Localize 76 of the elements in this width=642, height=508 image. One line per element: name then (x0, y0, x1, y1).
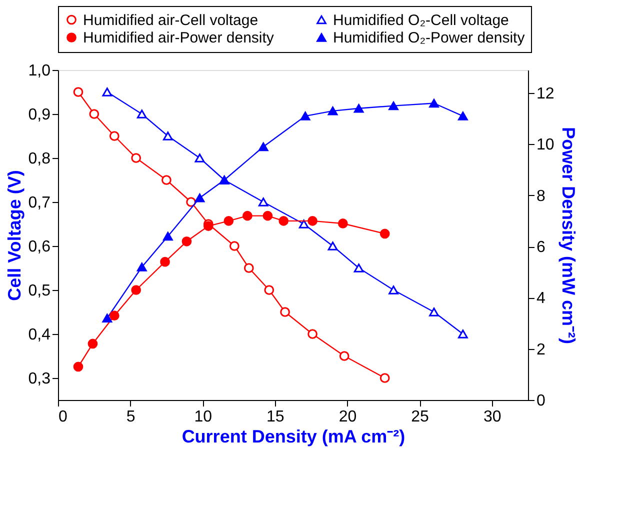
y-tick-label: 1,0 (28, 62, 51, 80)
point (308, 216, 318, 226)
point (354, 264, 364, 272)
y-tick-label: 0,4 (28, 326, 51, 344)
x-tick-label: 30 (483, 408, 502, 426)
point (300, 112, 310, 120)
y-tick-label: 0,3 (28, 370, 51, 388)
x-axis-title: Current Density (mA cm⁻²) (182, 426, 406, 446)
point (136, 110, 147, 118)
point (102, 314, 112, 323)
point (109, 310, 120, 321)
legend-label: Humidified air-Power density (83, 30, 274, 46)
point (89, 109, 100, 119)
point (308, 329, 318, 339)
point (109, 131, 120, 141)
point (458, 330, 468, 338)
point (388, 101, 398, 110)
point (429, 308, 439, 316)
legend-label: Humidified O₂-Cell voltage (333, 12, 509, 29)
x-tick-label: 0 (58, 408, 68, 426)
point (429, 98, 439, 108)
point (354, 104, 364, 113)
point (131, 285, 142, 295)
point (262, 210, 273, 221)
x-tick-label: 25 (411, 408, 430, 426)
y-axis-title: Cell Voltage (V) (4, 170, 24, 301)
y-tick-label: 0,9 (28, 106, 51, 124)
point (136, 262, 147, 272)
point (131, 153, 142, 163)
y-tick-label: 0,6 (28, 238, 51, 256)
point (328, 106, 338, 116)
y2-tick-label: 2 (536, 341, 546, 358)
point (278, 216, 289, 226)
point (258, 142, 268, 152)
point (388, 286, 398, 294)
point (73, 362, 84, 372)
x-tick-label: 15 (266, 408, 284, 426)
point (339, 351, 350, 361)
point (182, 236, 192, 246)
point (458, 112, 468, 120)
legend-label: Humidified O₂-Power density (333, 30, 526, 46)
point (194, 194, 205, 202)
y-tick-label: 0,8 (28, 150, 51, 168)
point (380, 228, 390, 239)
point (224, 216, 234, 226)
x-tick-label: 20 (338, 408, 357, 426)
y2-tick-label: 10 (536, 136, 554, 154)
point (242, 210, 252, 221)
y2-tick-label: 6 (536, 239, 546, 256)
point (338, 218, 348, 228)
y2-tick-label: 4 (536, 290, 546, 308)
point (88, 338, 98, 349)
y-tick-label: 0,5 (28, 282, 51, 300)
x-tick-label: 10 (194, 408, 212, 426)
point (258, 198, 268, 206)
point (380, 373, 390, 383)
point (264, 285, 274, 295)
point (230, 241, 240, 251)
x-tick-label: 5 (126, 408, 136, 426)
point (298, 220, 309, 228)
point (162, 232, 173, 241)
point (162, 132, 173, 140)
point (280, 307, 290, 317)
point (73, 87, 84, 97)
y2-tick-label: 12 (536, 86, 554, 103)
point (160, 256, 170, 267)
point (194, 154, 205, 162)
y2-axis-title: Power Density (mW cm⁻²) (558, 126, 578, 344)
y2-tick-label: 0 (536, 392, 546, 410)
y-tick-label: 0,7 (28, 194, 51, 212)
y2-tick-label: 8 (536, 188, 546, 205)
legend-label: Humidified air-Cell voltage (83, 12, 258, 29)
point (162, 175, 172, 185)
point (244, 263, 254, 273)
point (328, 242, 338, 250)
point (102, 88, 112, 96)
